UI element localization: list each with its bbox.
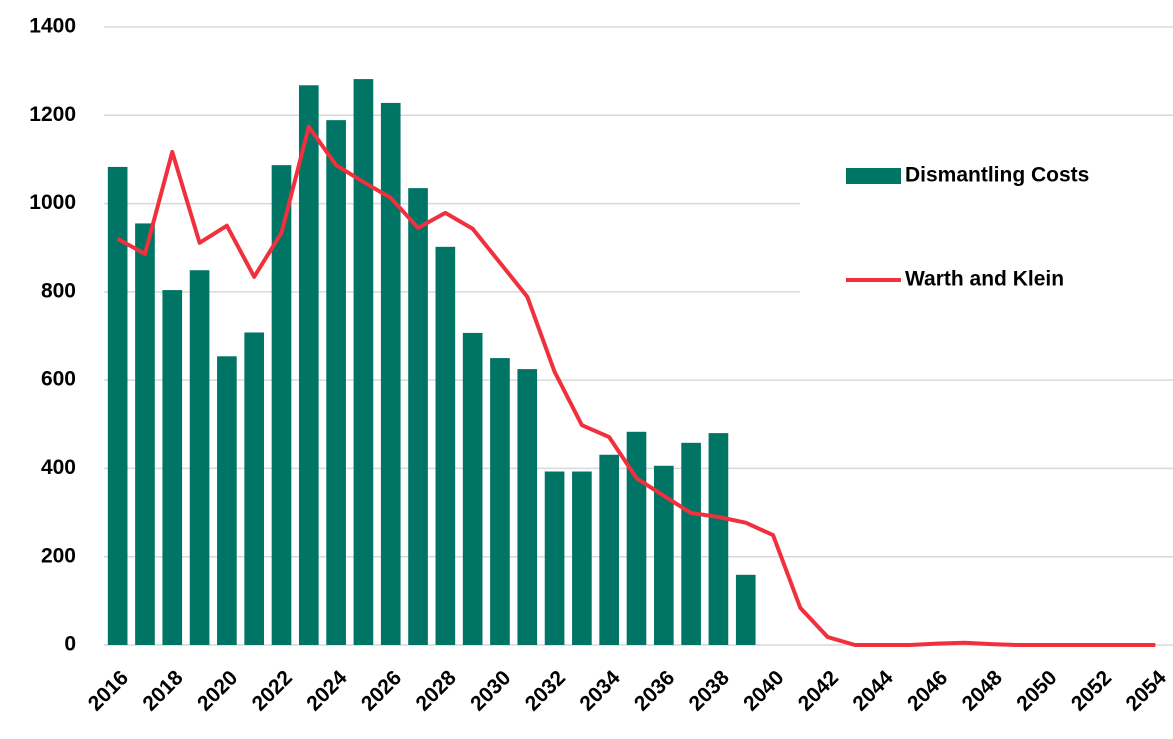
x-tick-label: 2018 [138,666,188,716]
x-tick-label: 2054 [1122,666,1172,716]
x-tick-label: 2036 [630,666,679,715]
x-tick-label: 2032 [521,666,570,715]
y-tick-label: 0 [64,633,76,656]
bar [462,332,483,645]
x-tick-label: 2046 [903,666,952,715]
x-tick-label: 2050 [1012,666,1061,715]
bar [189,270,210,645]
legend-label: Warth and Klein [905,268,1064,291]
bar [326,120,346,646]
x-tick-label: 2048 [958,666,1008,716]
x-tick-label: 2052 [1067,666,1116,715]
bar [435,246,456,645]
y-tick-label: 400 [41,456,76,479]
bar [135,223,155,645]
bar [380,102,401,645]
bar [735,574,756,645]
x-tick-label: 2034 [575,666,625,716]
x-tick-label: 2042 [794,666,843,715]
y-tick-label: 1400 [29,15,76,38]
x-tick-label: 2022 [248,666,297,715]
legend-label: Dismantling Costs [905,164,1089,187]
bar [572,471,592,645]
y-tick-label: 600 [41,368,76,391]
bar [353,79,374,646]
legend-background [800,120,1173,320]
bar [271,165,292,645]
x-tick-label: 2026 [357,666,406,715]
x-tick-label: 2020 [193,666,242,715]
bar [107,166,128,645]
x-tick-label: 2040 [739,666,788,715]
x-tick-label: 2016 [84,666,133,715]
bar [517,369,538,645]
y-tick-label: 1000 [29,191,76,214]
y-tick-label: 200 [41,544,76,567]
bar [298,85,319,646]
bar [408,188,428,645]
bar [599,454,620,645]
y-tick-label: 1200 [29,103,76,126]
bar [544,471,565,645]
bar [244,332,265,645]
x-tick-label: 2028 [412,666,462,716]
line [116,124,1156,647]
y-tick-label: 800 [41,279,76,302]
x-tick-label: 2030 [466,666,515,715]
bar [490,358,510,645]
x-tick-label: 2038 [685,666,735,716]
x-tick-label: 2024 [302,666,352,716]
bar [681,442,701,645]
legend-swatch [846,168,901,184]
bar [653,465,674,645]
bar [708,433,729,645]
bar [217,356,237,645]
x-tick-label: 2044 [848,666,898,716]
bar [626,431,647,645]
bar [162,290,183,645]
